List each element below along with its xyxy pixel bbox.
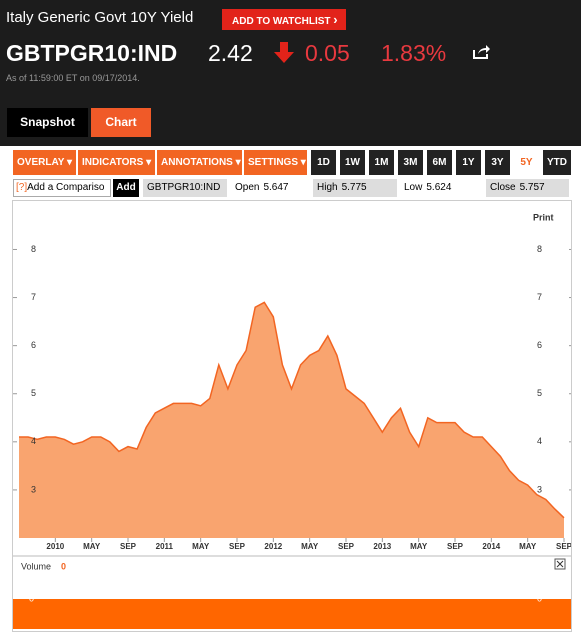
volume-value: 0 <box>61 561 66 571</box>
placeholder: Add a Compariso <box>27 182 105 193</box>
range-button[interactable]: 3Y <box>485 150 510 175</box>
y-tick-label: 6 <box>31 340 36 350</box>
line <box>19 301 565 519</box>
x-tick-label: MAY <box>410 542 428 551</box>
x-tick-label: SEP <box>229 542 246 551</box>
range-button[interactable]: YTD <box>543 150 571 175</box>
y-tick-label: 8 <box>537 244 542 254</box>
x-tick-label: 2014 <box>482 542 500 551</box>
stat-label: Open <box>235 182 260 193</box>
price: 2.42 <box>208 40 253 66</box>
range-button[interactable]: 5Y <box>514 150 539 175</box>
x-tick-label: 2010 <box>46 542 64 551</box>
x-tick-label: 2013 <box>373 542 391 551</box>
range-button[interactable]: 3M <box>398 150 423 175</box>
x-tick-label: SEP <box>556 542 572 551</box>
change-pct: 1.83% <box>381 40 447 66</box>
range-button[interactable]: 1M <box>369 150 394 175</box>
y-tick-label: 6 <box>537 340 542 350</box>
caret: ▾ <box>67 157 73 168</box>
range-button[interactable]: 1D <box>311 150 336 175</box>
y-tick-label: 3 <box>537 484 542 494</box>
x-tick-label: MAY <box>519 542 537 551</box>
print[interactable]: Print <box>533 212 554 222</box>
stat: High 5.775 <box>313 179 397 197</box>
x-tick-label: SEP <box>338 542 355 551</box>
x-tick-label: SEP <box>120 542 137 551</box>
stat-value: 5.757 <box>519 182 545 193</box>
down-arrow <box>274 42 294 63</box>
x-tick-label: 2012 <box>264 542 282 551</box>
watchlist-text: ADD TO WATCHLIST <box>232 16 331 27</box>
y-tick-label: 7 <box>31 292 36 302</box>
volume-band <box>13 599 571 629</box>
change: 0.05 <box>305 40 350 66</box>
volume-label: Volume <box>21 561 51 571</box>
x-tick-label: MAY <box>83 542 101 551</box>
stat: Close 5.757 <box>486 179 569 197</box>
stat: Open 5.647 <box>231 179 311 197</box>
y-tick-label: 5 <box>537 388 542 398</box>
area <box>19 302 564 538</box>
y-tick-label: 3 <box>31 484 36 494</box>
caret: ▾ <box>300 157 306 168</box>
volume-tick-label: 0 <box>29 593 34 603</box>
close-x <box>556 560 564 568</box>
watchlist-button[interactable]: ADD TO WATCHLIST › <box>222 9 346 30</box>
symbol: GBTPGR10:IND <box>143 179 227 197</box>
stat-label: High <box>317 182 338 193</box>
x-tick-label: MAY <box>301 542 319 551</box>
title: Italy Generic Govt 10Y Yield <box>6 9 194 26</box>
tab[interactable]: Chart <box>91 108 151 137</box>
x-tick-label: 2011 <box>156 542 174 551</box>
menu-button[interactable]: INDICATORS ▾ <box>78 150 155 175</box>
as-of: As of 11:59:00 ET on 09/17/2014. <box>6 73 140 83</box>
add-button[interactable]: Add <box>113 179 139 197</box>
stat-value: 5.775 <box>341 182 367 193</box>
caret: ▾ <box>146 157 152 168</box>
volume-tick-label: 0 <box>537 593 542 603</box>
menu-button[interactable]: OVERLAY ▾ <box>13 150 76 175</box>
chart: Print 3 3 4 4 5 5 6 6 7 7 8 8 2010 MAY SEP 2011 MAY SEP 20… <box>12 200 572 632</box>
menu-button[interactable]: ANNOTATIONS ▾ <box>157 150 242 175</box>
stat-value: 5.624 <box>426 182 452 193</box>
stat: Low 5.624 <box>400 179 482 197</box>
stat-value: 5.647 <box>263 182 289 193</box>
caret: ▾ <box>235 157 241 168</box>
compare-input[interactable]: [?]Add a Compariso <box>13 179 111 197</box>
menu-button[interactable]: SETTINGS ▾ <box>244 150 307 175</box>
y-tick-label: 4 <box>537 436 542 446</box>
y-tick-label: 7 <box>537 292 542 302</box>
y-tick-label: 5 <box>31 388 36 398</box>
stat-label: Low <box>404 182 423 193</box>
help: [?] <box>16 182 28 193</box>
y-tick-label: 4 <box>31 436 36 446</box>
x-tick-label: MAY <box>192 542 210 551</box>
range-button[interactable]: 1Y <box>456 150 481 175</box>
x-tick-label: SEP <box>447 542 464 551</box>
stat-label: Close <box>490 182 516 193</box>
ticker: GBTPGR10:IND <box>6 40 178 66</box>
y-tick-label: 8 <box>31 244 36 254</box>
share-icon[interactable] <box>472 44 490 60</box>
chevron: › <box>333 12 338 27</box>
range-button[interactable]: 6M <box>427 150 452 175</box>
tab[interactable]: Snapshot <box>7 108 88 137</box>
range-button[interactable]: 1W <box>340 150 365 175</box>
